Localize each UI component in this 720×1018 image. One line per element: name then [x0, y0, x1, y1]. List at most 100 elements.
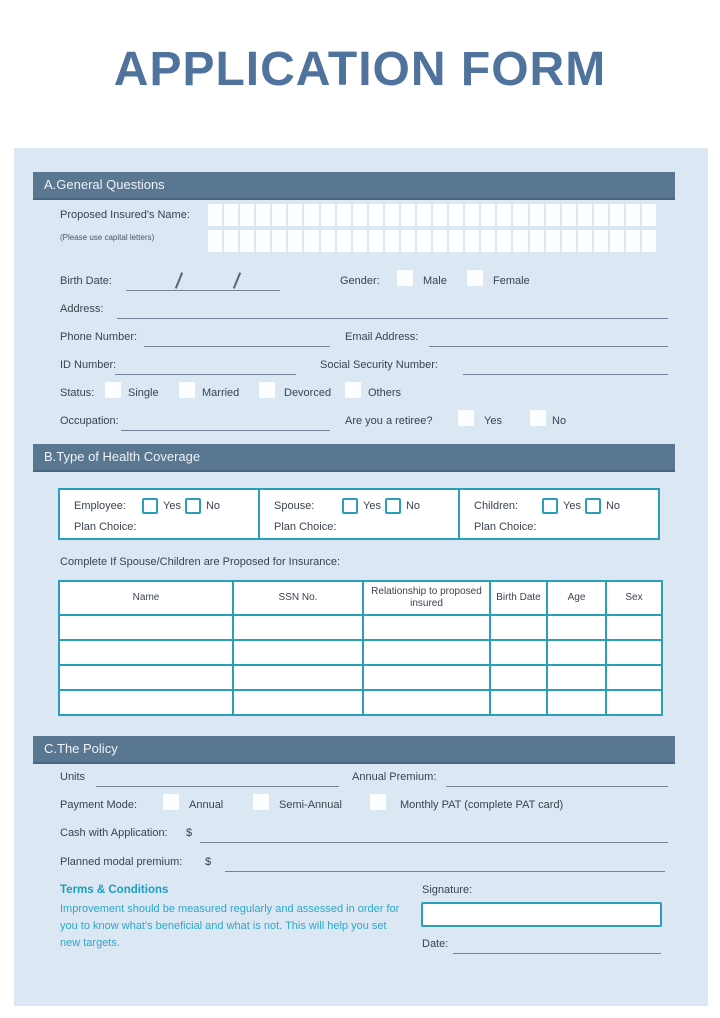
table-cell[interactable]: [362, 614, 491, 641]
children-plan-choice-label[interactable]: Plan Choice:: [474, 521, 537, 533]
letter-cell[interactable]: [545, 230, 560, 252]
letter-cell[interactable]: [593, 230, 608, 252]
letter-cell[interactable]: [320, 230, 335, 252]
letter-cell[interactable]: [240, 230, 255, 252]
employee-plan-choice-label[interactable]: Plan Choice:: [74, 521, 137, 533]
letter-cell[interactable]: [481, 230, 496, 252]
occupation-line[interactable]: [121, 415, 330, 431]
letter-cell[interactable]: [642, 230, 657, 252]
letter-cell[interactable]: [384, 204, 399, 226]
ssn-line[interactable]: [463, 359, 668, 375]
letter-cell[interactable]: [449, 204, 464, 226]
units-line[interactable]: [96, 771, 339, 787]
status-married-checkbox[interactable]: [179, 382, 195, 398]
table-cell[interactable]: [232, 614, 364, 641]
letter-cell[interactable]: [577, 204, 592, 226]
table-cell[interactable]: [546, 639, 607, 666]
letter-cell[interactable]: [481, 204, 496, 226]
table-cell[interactable]: [58, 614, 234, 641]
letter-cell[interactable]: [449, 230, 464, 252]
letter-cell[interactable]: [561, 204, 576, 226]
retiree-yes-checkbox[interactable]: [458, 410, 474, 426]
letter-cell[interactable]: [593, 204, 608, 226]
letter-cell[interactable]: [497, 230, 512, 252]
table-cell[interactable]: [605, 689, 663, 716]
table-cell[interactable]: [232, 689, 364, 716]
letter-cell[interactable]: [642, 204, 657, 226]
table-cell[interactable]: [232, 664, 364, 691]
letter-cell[interactable]: [626, 230, 641, 252]
letter-cell[interactable]: [208, 230, 223, 252]
payment-annual-checkbox[interactable]: [163, 794, 179, 810]
letter-cell[interactable]: [288, 204, 303, 226]
payment-monthly-pat-checkbox[interactable]: [370, 794, 386, 810]
table-cell[interactable]: [489, 689, 548, 716]
letter-cell[interactable]: [577, 230, 592, 252]
letter-cell[interactable]: [465, 230, 480, 252]
table-cell[interactable]: [546, 664, 607, 691]
letter-cell[interactable]: [272, 204, 287, 226]
spouse-yes-checkbox[interactable]: [342, 498, 358, 514]
table-cell[interactable]: [489, 639, 548, 666]
letter-cell[interactable]: [320, 204, 335, 226]
table-cell[interactable]: [605, 614, 663, 641]
letter-cell[interactable]: [609, 204, 625, 226]
spouse-plan-choice-label[interactable]: Plan Choice:: [274, 521, 337, 533]
letter-cell[interactable]: [368, 230, 383, 252]
letter-cell[interactable]: [256, 230, 271, 252]
letter-cell[interactable]: [304, 230, 319, 252]
letter-cell[interactable]: [465, 204, 480, 226]
status-single-checkbox[interactable]: [105, 382, 121, 398]
table-cell[interactable]: [58, 664, 234, 691]
table-cell[interactable]: [58, 639, 234, 666]
letter-cell[interactable]: [561, 230, 576, 252]
letter-cell[interactable]: [433, 230, 448, 252]
letter-cell[interactable]: [288, 230, 303, 252]
cash-line[interactable]: [200, 827, 668, 843]
annual-premium-line[interactable]: [446, 771, 668, 787]
letter-cell[interactable]: [336, 204, 351, 226]
letter-cell[interactable]: [545, 204, 560, 226]
gender-female-checkbox[interactable]: [467, 270, 483, 286]
letter-cell[interactable]: [417, 230, 432, 252]
letter-cell[interactable]: [240, 204, 255, 226]
table-cell[interactable]: [605, 639, 663, 666]
letter-cell[interactable]: [304, 204, 319, 226]
email-line[interactable]: [429, 331, 668, 347]
letter-cell[interactable]: [336, 230, 351, 252]
letter-cell[interactable]: [272, 230, 287, 252]
letter-cell[interactable]: [497, 204, 512, 226]
letter-cell[interactable]: [384, 230, 399, 252]
id-number-line[interactable]: [115, 359, 296, 375]
letter-cell[interactable]: [400, 204, 416, 226]
table-cell[interactable]: [232, 639, 364, 666]
birth-date-line[interactable]: [126, 272, 280, 291]
planned-premium-line[interactable]: [225, 856, 665, 872]
table-cell[interactable]: [489, 664, 548, 691]
employee-no-checkbox[interactable]: [184, 498, 201, 514]
letter-cell[interactable]: [256, 204, 271, 226]
status-others-checkbox[interactable]: [345, 382, 361, 398]
letter-cell[interactable]: [433, 204, 448, 226]
date-line[interactable]: [453, 938, 661, 954]
letter-cell[interactable]: [513, 230, 528, 252]
spouse-no-checkbox[interactable]: [384, 498, 401, 514]
letter-cell[interactable]: [529, 204, 544, 226]
phone-line[interactable]: [144, 331, 330, 347]
letter-cell[interactable]: [208, 204, 223, 226]
table-cell[interactable]: [362, 639, 491, 666]
children-yes-checkbox[interactable]: [542, 498, 558, 514]
gender-male-checkbox[interactable]: [397, 270, 413, 286]
letter-cell[interactable]: [417, 204, 432, 226]
employee-yes-checkbox[interactable]: [142, 498, 158, 514]
payment-semiannual-checkbox[interactable]: [253, 794, 269, 810]
letter-cell[interactable]: [400, 230, 416, 252]
letter-cell[interactable]: [529, 230, 544, 252]
table-cell[interactable]: [605, 664, 663, 691]
table-cell[interactable]: [546, 614, 607, 641]
letter-cell[interactable]: [513, 204, 528, 226]
letter-cell[interactable]: [609, 230, 625, 252]
letter-cell[interactable]: [368, 204, 383, 226]
address-line[interactable]: [117, 303, 668, 319]
signature-box[interactable]: [421, 902, 662, 927]
